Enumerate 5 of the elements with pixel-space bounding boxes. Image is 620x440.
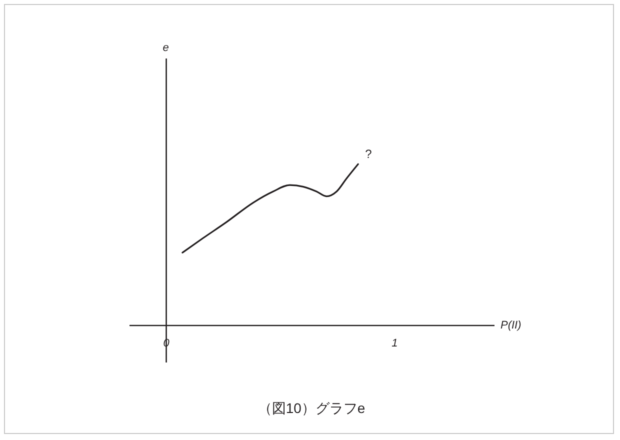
text: e bbox=[162, 42, 169, 54]
text: ? bbox=[365, 147, 372, 162]
x-tick-label: 1 bbox=[392, 338, 398, 350]
text: （図10）グラフe bbox=[258, 400, 366, 416]
x-axis-title: P(II) bbox=[500, 320, 522, 332]
